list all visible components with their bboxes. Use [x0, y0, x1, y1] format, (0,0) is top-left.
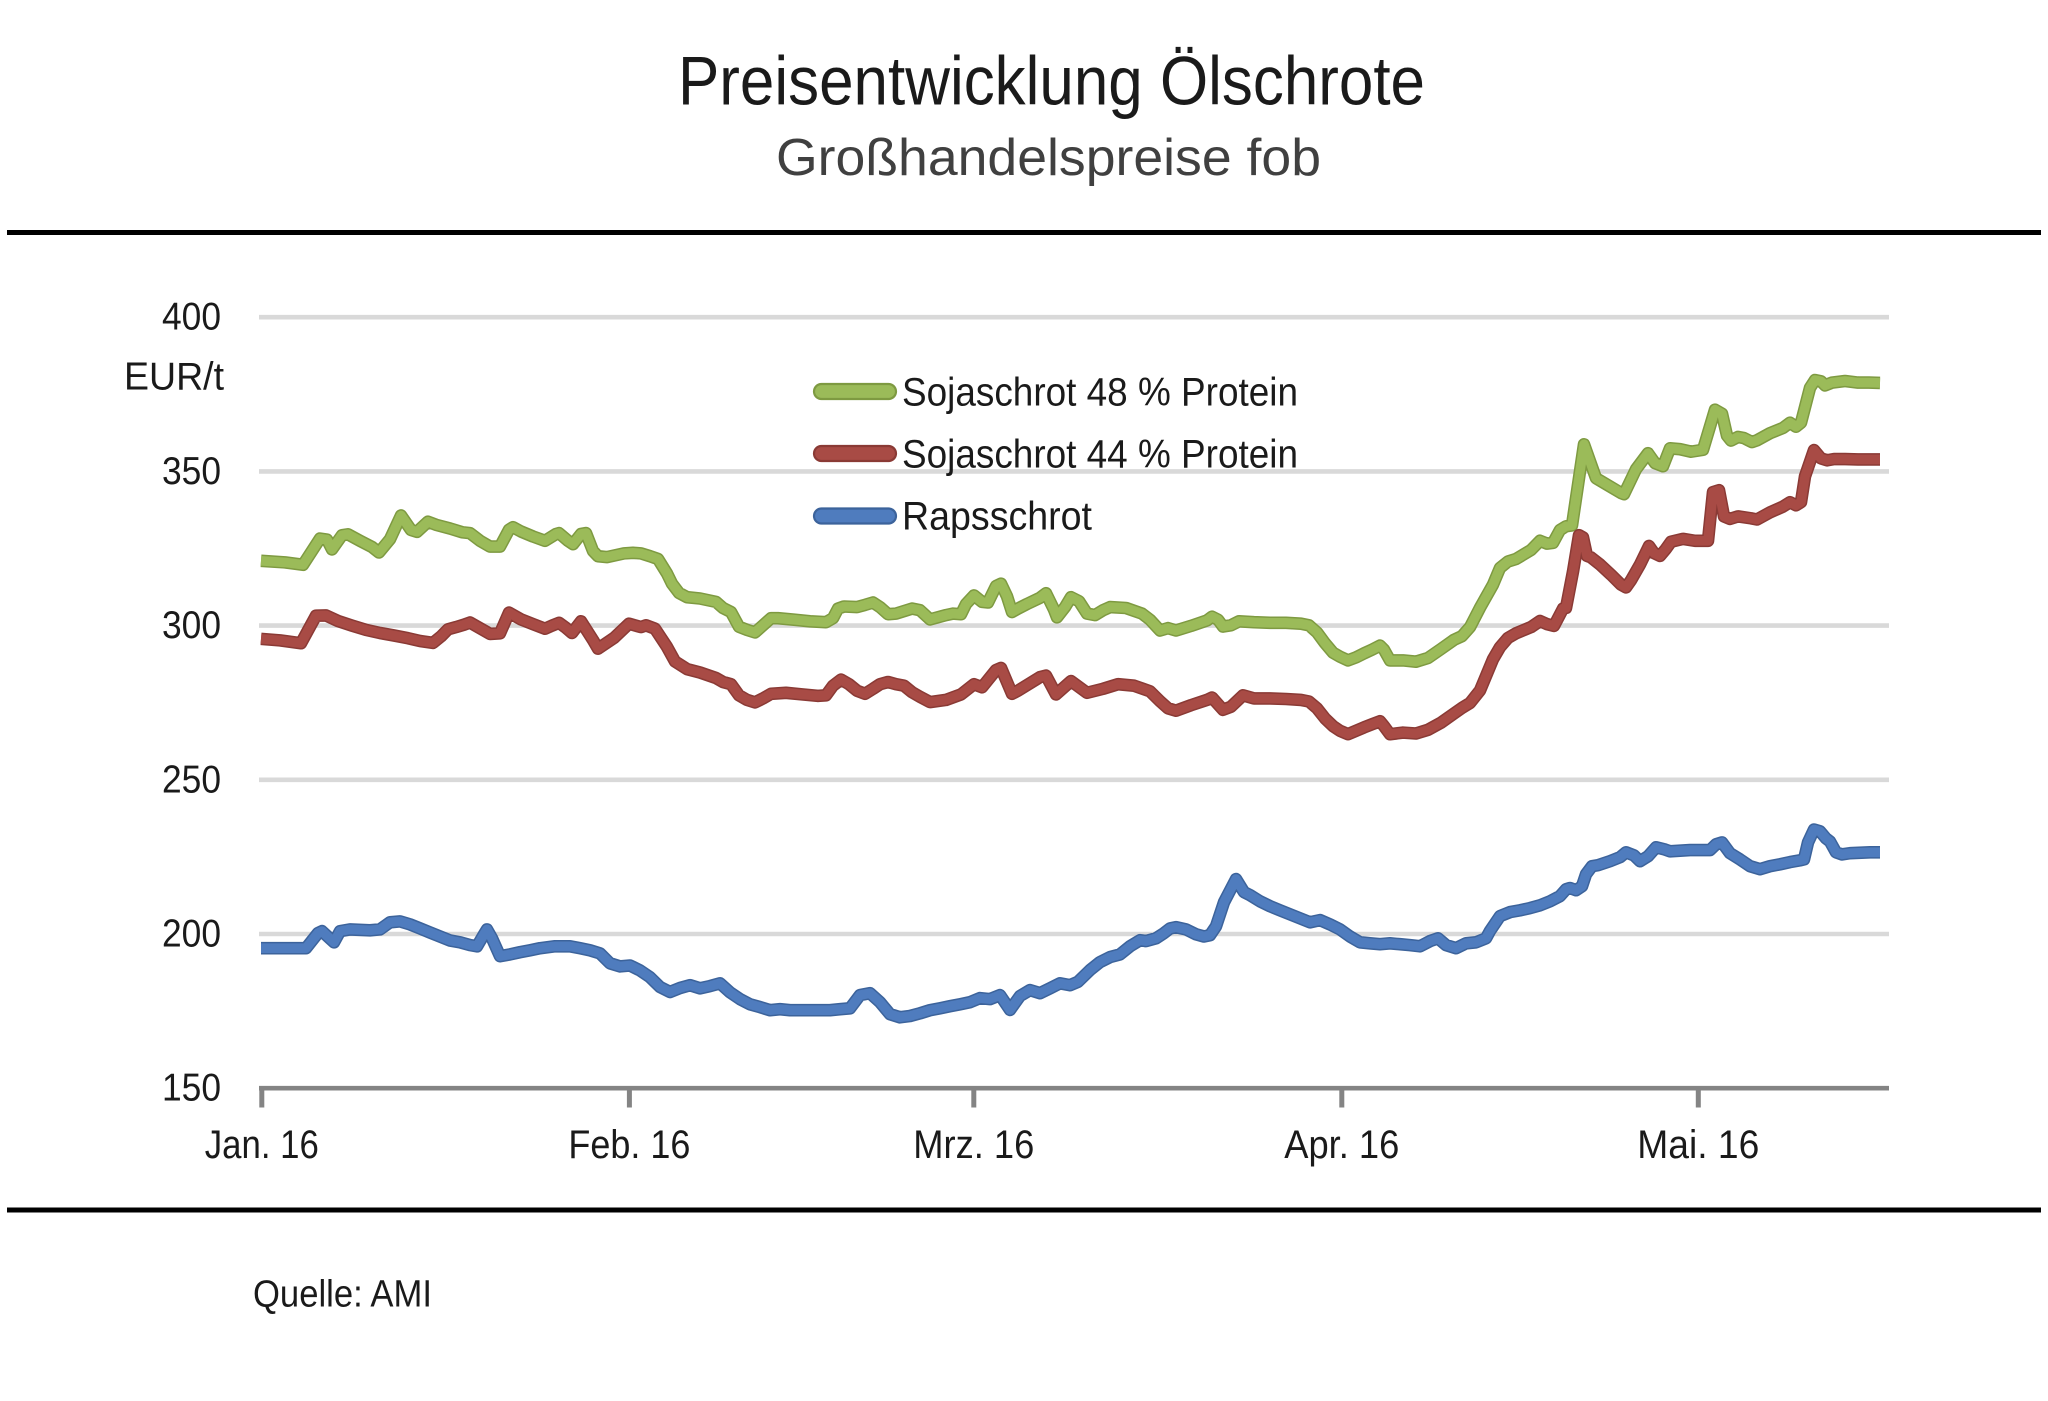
svg-text:Großhandelspreise fob: Großhandelspreise fob [776, 129, 1321, 187]
svg-text:Preisentwicklung Ölschrote: Preisentwicklung Ölschrote [678, 43, 1425, 120]
svg-text:350: 350 [162, 450, 221, 493]
svg-text:Mai. 16: Mai. 16 [1637, 1123, 1759, 1167]
svg-text:Jan. 16: Jan. 16 [205, 1123, 319, 1167]
svg-text:Rapsschrot: Rapsschrot [902, 494, 1092, 538]
svg-text:200: 200 [162, 913, 221, 956]
svg-text:Mrz. 16: Mrz. 16 [913, 1123, 1034, 1167]
svg-text:Feb. 16: Feb. 16 [568, 1123, 690, 1167]
svg-text:300: 300 [162, 604, 221, 647]
svg-text:250: 250 [162, 758, 221, 801]
svg-text:EUR/t: EUR/t [124, 356, 224, 399]
svg-text:150: 150 [162, 1067, 221, 1110]
svg-text:Sojaschrot 48 % Protein: Sojaschrot 48 % Protein [902, 370, 1298, 414]
svg-text:Sojaschrot 44 % Protein: Sojaschrot 44 % Protein [902, 432, 1298, 476]
svg-text:Quelle: AMI: Quelle: AMI [253, 1274, 432, 1316]
svg-text:Apr. 16: Apr. 16 [1284, 1123, 1399, 1167]
svg-text:400: 400 [162, 296, 221, 339]
